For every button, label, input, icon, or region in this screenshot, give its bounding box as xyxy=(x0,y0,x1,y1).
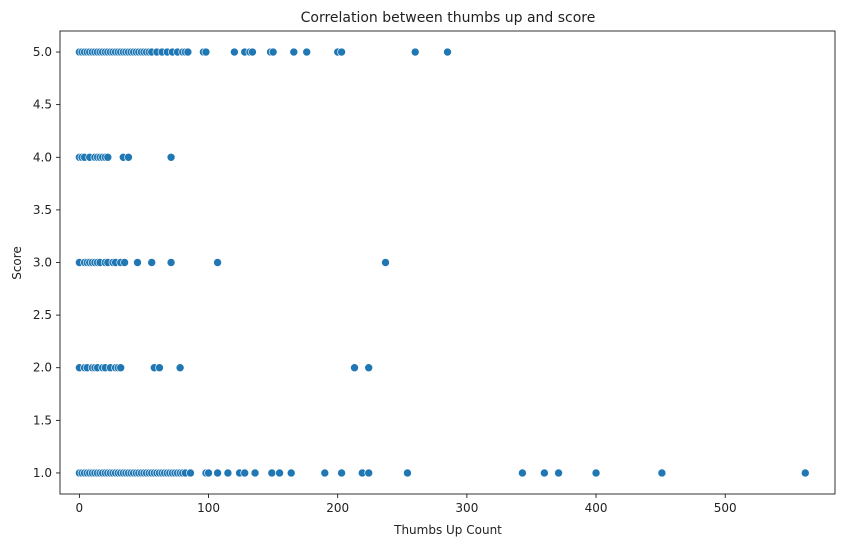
data-point xyxy=(120,258,129,267)
y-tick-label: 4.0 xyxy=(33,150,52,164)
data-point xyxy=(166,258,176,267)
x-tick-label: 0 xyxy=(76,501,84,515)
y-axis-ticks: 1.0 1.5 2.0 2.5 3.0 3.5 4.0 4.5 5.0 xyxy=(33,45,60,480)
axes-frame xyxy=(59,30,836,495)
y-tick-label: 2.0 xyxy=(33,361,52,375)
data-point xyxy=(268,47,278,57)
data-point xyxy=(320,468,330,478)
data-point xyxy=(267,468,277,478)
data-point xyxy=(103,152,113,162)
data-point xyxy=(286,468,296,478)
x-axis-label: Thumbs Up Count xyxy=(393,523,502,537)
x-tick-label: 400 xyxy=(585,501,608,515)
data-point xyxy=(183,47,193,57)
data-point xyxy=(443,47,452,57)
data-point xyxy=(289,47,299,57)
data-point xyxy=(250,468,260,478)
data-point xyxy=(540,468,549,478)
data-point xyxy=(591,468,601,478)
y-tick-label: 1.0 xyxy=(33,466,52,480)
y-tick-label: 4.5 xyxy=(33,98,52,112)
y-tick-label: 5.0 xyxy=(33,45,52,59)
chart-title: Correlation between thumbs up and score xyxy=(301,10,596,26)
y-axis-label: Score xyxy=(10,246,24,280)
data-point xyxy=(213,258,222,267)
data-point xyxy=(403,468,412,478)
data-point xyxy=(147,258,157,267)
y-tick-label: 3.0 xyxy=(33,256,52,270)
data-point xyxy=(800,468,810,478)
data-point xyxy=(186,468,195,478)
x-axis-ticks: 0 100 200 300 400 500 xyxy=(76,494,737,515)
data-point xyxy=(554,468,563,478)
data-point xyxy=(204,468,213,478)
x-tick-label: 300 xyxy=(455,501,478,515)
data-point xyxy=(337,468,346,478)
x-tick-label: 200 xyxy=(326,501,349,515)
data-point xyxy=(240,468,250,478)
y-tick-label: 3.5 xyxy=(33,203,52,217)
data-point xyxy=(133,258,142,267)
data-point xyxy=(302,47,312,57)
data-points xyxy=(75,47,810,478)
data-point xyxy=(381,258,390,267)
data-point xyxy=(116,363,126,373)
data-point xyxy=(175,363,185,373)
data-point xyxy=(518,468,527,478)
x-tick-label: 100 xyxy=(197,501,220,515)
data-point xyxy=(337,47,346,57)
data-point xyxy=(155,363,164,373)
data-point xyxy=(657,468,667,478)
data-point xyxy=(230,47,239,57)
y-tick-label: 2.5 xyxy=(33,308,52,322)
y-tick-label: 1.5 xyxy=(33,413,52,427)
data-point xyxy=(213,468,222,478)
data-point xyxy=(275,468,284,478)
data-point xyxy=(350,363,359,373)
data-point xyxy=(410,47,420,57)
data-point xyxy=(166,152,176,162)
x-tick-label: 500 xyxy=(714,501,737,515)
data-point xyxy=(124,152,133,162)
data-point xyxy=(364,363,374,373)
data-point xyxy=(223,468,233,478)
data-point xyxy=(201,47,211,57)
data-point xyxy=(364,468,374,478)
data-point xyxy=(248,47,257,57)
